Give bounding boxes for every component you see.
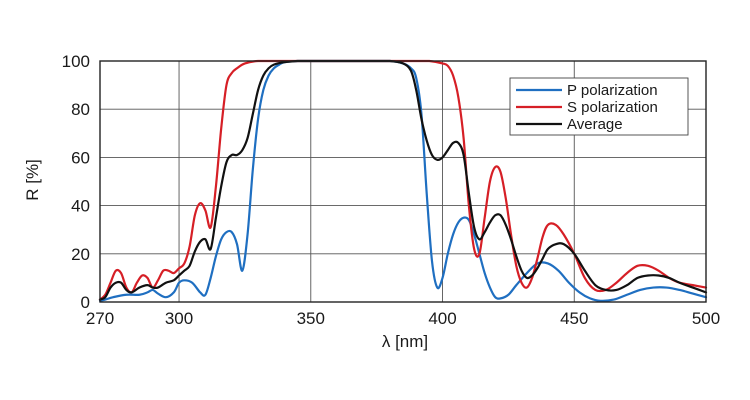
y-tick-label: 60 (71, 148, 90, 167)
series-line-average (98, 59, 708, 301)
y-tick-label: 40 (71, 197, 90, 216)
y-tick-label: 100 (62, 52, 90, 71)
y-tick-label: 20 (71, 245, 90, 264)
legend-label-average: Average (567, 116, 623, 133)
legend: P polarization S polarization Average (509, 77, 689, 136)
x-tick-label: 350 (297, 309, 325, 328)
y-tick-label: 0 (81, 293, 90, 312)
x-tick-label: 450 (560, 309, 588, 328)
y-axis-label: R [%] (23, 159, 42, 201)
x-tick-label: 500 (692, 309, 720, 328)
series-lines (98, 59, 708, 302)
x-tick-label: 270 (86, 309, 114, 328)
legend-label-p-polarization: P polarization (567, 82, 658, 99)
x-tick-label: 400 (428, 309, 456, 328)
legend-label-s-polarization: S polarization (567, 99, 658, 116)
plot-frame (99, 60, 707, 303)
x-axis-label: λ [nm] (382, 332, 428, 351)
grid (100, 61, 706, 302)
x-tick-label: 300 (165, 309, 193, 328)
y-tick-label: 80 (71, 100, 90, 119)
tick-labels: 270 300 350 400 450 500 0 20 40 60 80 100 (62, 52, 721, 328)
